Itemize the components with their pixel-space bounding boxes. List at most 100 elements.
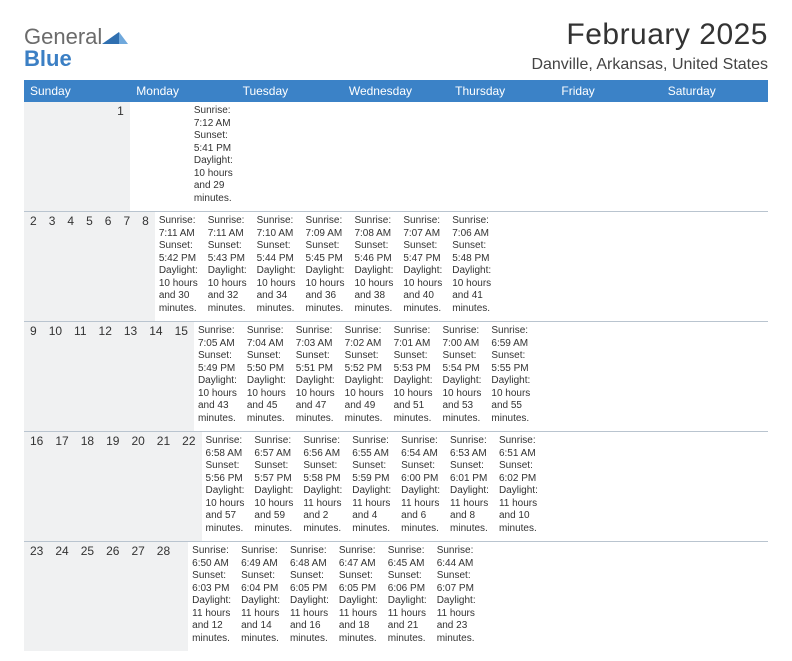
daylight-text: Daylight: 11 hours and 21 minutes. [388,595,427,645]
daylight-text: Daylight: 10 hours and 45 minutes. [247,375,286,425]
sunrise-text: Sunrise: 7:08 AM [354,215,393,240]
day-number: 27 [125,542,150,651]
day-number: 20 [125,432,150,541]
weeks-container: 1Sunrise: 7:12 AMSunset: 5:41 PMDaylight… [24,102,768,651]
sunrise-text: Sunrise: 6:59 AM [491,325,530,350]
day-number: 6 [99,212,118,321]
daylight-text: Daylight: 11 hours and 4 minutes. [352,485,391,535]
sunset-text: Sunset: 6:04 PM [241,570,280,595]
sunset-text: Sunset: 5:56 PM [206,460,245,485]
week: 1Sunrise: 7:12 AMSunset: 5:41 PMDaylight… [24,102,768,211]
sunset-text: Sunset: 6:06 PM [388,570,427,595]
sunrise-text: Sunrise: 7:06 AM [452,215,491,240]
day-content-row: Sunrise: 7:11 AMSunset: 5:42 PMDaylight:… [155,212,497,321]
day-number: 7 [117,212,136,321]
day-cell: Sunrise: 7:01 AMSunset: 5:53 PMDaylight:… [390,322,439,431]
daylight-text: Daylight: 11 hours and 16 minutes. [290,595,329,645]
sunrise-text: Sunrise: 6:58 AM [206,435,245,460]
sunrise-text: Sunrise: 7:00 AM [442,325,481,350]
daylight-text: Daylight: 11 hours and 6 minutes. [401,485,440,535]
day-number: 11 [68,322,92,431]
day-cell: Sunrise: 6:57 AMSunset: 5:57 PMDaylight:… [250,432,299,541]
sunset-text: Sunset: 6:01 PM [450,460,489,485]
sunrise-text: Sunrise: 6:44 AM [437,545,476,570]
sunset-text: Sunset: 6:05 PM [290,570,329,595]
day-cell: Sunrise: 6:58 AMSunset: 5:56 PMDaylight:… [202,432,251,541]
day-number: 17 [49,432,74,541]
day-number: 13 [118,322,143,431]
daylight-text: Daylight: 10 hours and 40 minutes. [403,265,442,315]
day-cell: Sunrise: 7:09 AMSunset: 5:45 PMDaylight:… [302,212,351,321]
sunset-text: Sunset: 5:43 PM [208,240,247,265]
day-cell: Sunrise: 7:11 AMSunset: 5:43 PMDaylight:… [204,212,253,321]
day-cell [482,542,492,651]
day-number [82,102,97,211]
day-number [39,102,54,211]
sunset-text: Sunset: 5:55 PM [491,350,530,375]
sunset-text: Sunset: 5:52 PM [345,350,384,375]
daylight-text: Daylight: 10 hours and 49 minutes. [345,375,384,425]
month-title: February 2025 [531,18,768,52]
daylight-text: Daylight: 10 hours and 29 minutes. [194,155,233,205]
daylight-text: Daylight: 10 hours and 32 minutes. [208,265,247,315]
week: 2345678Sunrise: 7:11 AMSunset: 5:42 PMDa… [24,211,768,321]
week: 16171819202122Sunrise: 6:58 AMSunset: 5:… [24,431,768,541]
day-cell [160,102,170,211]
sunrise-text: Sunrise: 6:47 AM [339,545,378,570]
sunrise-text: Sunrise: 6:49 AM [241,545,280,570]
sunrise-text: Sunrise: 6:56 AM [303,435,342,460]
day-cell: Sunrise: 6:49 AMSunset: 6:04 PMDaylight:… [237,542,286,651]
sunrise-text: Sunrise: 6:50 AM [192,545,231,570]
sunrise-text: Sunrise: 7:02 AM [345,325,384,350]
day-number: 15 [169,322,194,431]
day-cell: Sunrise: 7:07 AMSunset: 5:47 PMDaylight:… [399,212,448,321]
calendar: Sunday Monday Tuesday Wednesday Thursday… [24,80,768,651]
day-number: 4 [61,212,80,321]
daylight-text: Daylight: 10 hours and 53 minutes. [442,375,481,425]
day-cell: Sunrise: 7:00 AMSunset: 5:54 PMDaylight:… [438,322,487,431]
daylight-text: Daylight: 11 hours and 8 minutes. [450,485,489,535]
day-cell [180,102,190,211]
day-cell [130,102,140,211]
sunset-text: Sunset: 5:41 PM [194,130,233,155]
sunrise-text: Sunrise: 6:48 AM [290,545,329,570]
daylight-text: Daylight: 10 hours and 59 minutes. [254,485,293,535]
day-header: Thursday [449,80,555,102]
day-cell: Sunrise: 7:11 AMSunset: 5:42 PMDaylight:… [155,212,204,321]
week: 9101112131415Sunrise: 7:05 AMSunset: 5:4… [24,321,768,431]
day-header: Saturday [662,80,768,102]
title-block: February 2025 Danville, Arkansas, United… [531,18,768,74]
day-number-row: 9101112131415 [24,322,194,431]
day-content-row: Sunrise: 6:58 AMSunset: 5:56 PM Daylight:… [202,432,544,541]
header: General Blue February 2025 Danville, Ark… [24,18,768,74]
daylight-text: Daylight: 10 hours and 41 minutes. [452,265,491,315]
calendar-page: General Blue February 2025 Danville, Ark… [0,0,792,661]
day-number: 2 [24,212,43,321]
sunset-text: Sunset: 6:03 PM [192,570,231,595]
day-cell: Sunrise: 7:06 AMSunset: 5:48 PMDaylight:… [448,212,497,321]
day-cell: Sunrise: 7:04 AMSunset: 5:50 PMDaylight:… [243,322,292,431]
day-number: 1 [111,102,130,211]
day-header-row: Sunday Monday Tuesday Wednesday Thursday… [24,80,768,102]
day-cell: Sunrise: 7:10 AMSunset: 5:44 PMDaylight:… [253,212,302,321]
day-number: 10 [43,322,68,431]
day-header: Tuesday [237,80,343,102]
day-content-row: Sunrise: 7:12 AMSunset: 5:41 PMDaylight:… [130,102,239,211]
sunset-text: Sunset: 5:45 PM [306,240,345,265]
day-cell: Sunrise: 6:55 AMSunset: 5:59 PMDaylight:… [348,432,397,541]
day-number: 9 [24,322,43,431]
sunset-text: Sunset: 5:57 PM [254,460,293,485]
day-content-row: Sunrise: 6:50 AMSunset: 6:03 PM Daylight:… [188,542,491,651]
sunset-text: Sunset: 5:54 PM [442,350,481,375]
day-header: Friday [555,80,661,102]
day-cell [170,102,180,211]
daylight-text: Daylight: 10 hours and 34 minutes. [257,265,296,315]
daylight-text: Daylight: 10 hours and 38 minutes. [354,265,393,315]
day-cell: Sunrise: 6:54 AMSunset: 6:00 PMDaylight:… [397,432,446,541]
sunrise-text: Sunrise: 6:54 AM [401,435,440,460]
day-number: 18 [75,432,100,541]
logo: General Blue [24,18,128,70]
sunrise-text: Sunrise: 6:53 AM [450,435,489,460]
day-cell: Sunrise: 6:53 AMSunset: 6:01 PMDaylight:… [446,432,495,541]
day-number: 26 [100,542,125,651]
